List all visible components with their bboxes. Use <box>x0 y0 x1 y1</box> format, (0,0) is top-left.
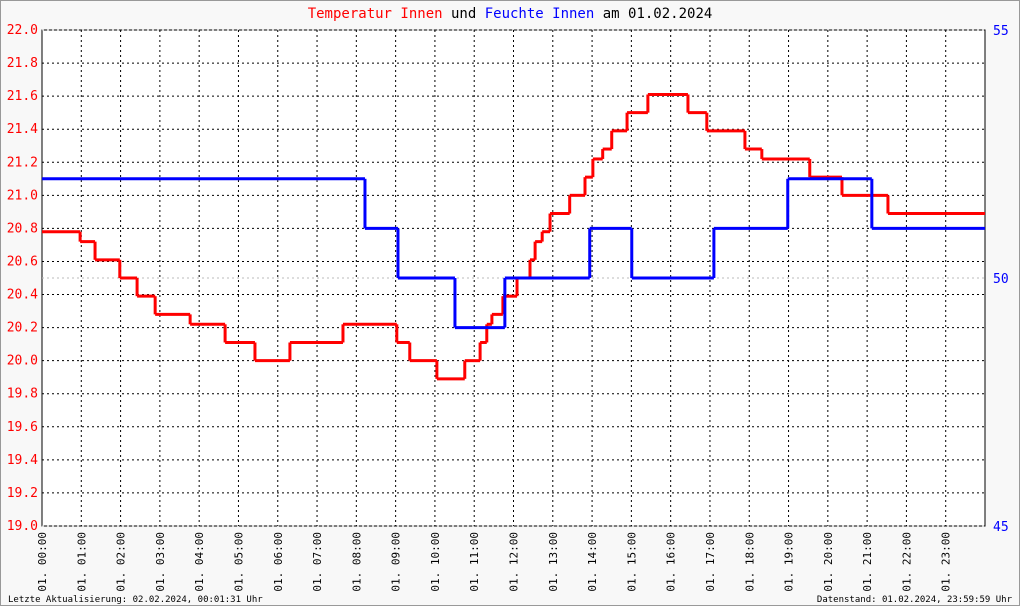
x-tick-label: 01. 13:00 <box>547 532 560 592</box>
title-date: am 01.02.2024 <box>603 6 713 22</box>
y-tick-label: 22.0 <box>7 23 38 38</box>
x-tick-label: 01. 08:00 <box>350 532 363 592</box>
x-tick-label: 01. 18:00 <box>743 532 756 592</box>
x-tick-label: 01. 02:00 <box>115 532 128 592</box>
x-tick-label: 01. 23:00 <box>940 532 953 592</box>
y2-tick-label: 45 <box>993 520 1009 535</box>
title-series: Temperatur Innen <box>308 6 443 22</box>
footer-right: Datenstand: 01.02.2024, 23:59:59 Uhr <box>817 595 1013 605</box>
x-tick-label: 01. 17:00 <box>704 532 717 592</box>
x-tick-label: 01. 10:00 <box>429 532 442 592</box>
y-tick-label: 20.6 <box>7 254 38 269</box>
y-tick-label: 20.4 <box>7 288 38 303</box>
x-tick-label: 01. 01:00 <box>75 532 88 592</box>
x-tick-label: 01. 05:00 <box>232 532 245 592</box>
y-tick-label: 19.0 <box>7 519 38 534</box>
x-tick-label: 01. 11:00 <box>468 532 481 592</box>
x-tick-label: 01. 07:00 <box>311 532 324 592</box>
y-tick-label: 19.4 <box>7 453 38 468</box>
y-tick-label: 20.0 <box>7 354 38 369</box>
y-tick-label: 21.4 <box>7 122 38 137</box>
y-tick-label: 21.0 <box>7 188 38 203</box>
y-tick-label: 19.6 <box>7 420 38 435</box>
y2-tick-label: 50 <box>993 272 1009 287</box>
chart-title: Temperatur Innen und Feuchte Innen am 01… <box>308 6 713 22</box>
footer-left: Letzte Aktualisierung: 02.02.2024, 00:01… <box>8 595 263 605</box>
x-tick-label: 01. 20:00 <box>822 532 835 592</box>
x-tick-label: 01. 06:00 <box>272 532 285 592</box>
y-tick-label: 20.8 <box>7 221 38 236</box>
title-connector: und <box>451 6 476 22</box>
x-tick-label: 01. 04:00 <box>193 532 206 592</box>
x-tick-label: 01. 21:00 <box>861 532 874 592</box>
x-tick-label: 01. 16:00 <box>665 532 678 592</box>
y-tick-label: 21.2 <box>7 155 38 170</box>
y-tick-label: 20.2 <box>7 321 38 336</box>
x-tick-label: 01. 03:00 <box>154 532 167 592</box>
y-tick-label: 19.2 <box>7 486 38 501</box>
x-tick-label: 01. 19:00 <box>783 532 796 592</box>
x-tick-label: 01. 00:00 <box>36 532 49 592</box>
x-tick-label: 01. 09:00 <box>390 532 403 592</box>
title-series: Feuchte Innen <box>485 6 595 22</box>
y2-tick-label: 55 <box>993 24 1009 39</box>
x-tick-label: 01. 22:00 <box>900 532 913 592</box>
y-tick-label: 21.6 <box>7 89 38 104</box>
x-tick-label: 01. 14:00 <box>586 532 599 592</box>
x-tick-label: 01. 15:00 <box>625 532 638 592</box>
y-tick-label: 21.8 <box>7 56 38 71</box>
y-tick-label: 19.8 <box>7 387 38 402</box>
x-tick-label: 01. 12:00 <box>508 532 521 592</box>
